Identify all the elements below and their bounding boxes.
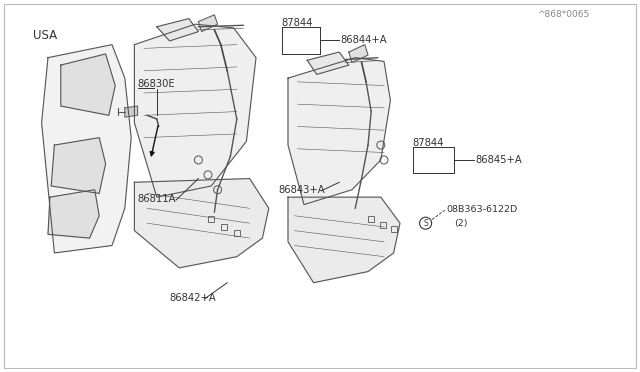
Polygon shape [307, 52, 349, 74]
Text: 86843+A: 86843+A [278, 185, 325, 195]
Polygon shape [42, 45, 131, 253]
Text: 86842+A: 86842+A [170, 293, 216, 302]
Polygon shape [288, 58, 390, 205]
Polygon shape [288, 197, 400, 283]
Text: 86845+A: 86845+A [475, 155, 522, 165]
Bar [208, 217, 214, 222]
Text: 87844: 87844 [413, 138, 444, 148]
Text: S: S [423, 219, 428, 228]
Polygon shape [125, 106, 138, 117]
Bar [234, 230, 240, 235]
Bar [221, 224, 227, 230]
Text: 86830E: 86830E [138, 79, 175, 89]
Bar [380, 222, 386, 228]
Polygon shape [51, 138, 106, 193]
Polygon shape [48, 190, 99, 238]
Text: 86811A: 86811A [138, 194, 176, 204]
Text: ^868*0065: ^868*0065 [536, 10, 589, 19]
Text: (2): (2) [454, 219, 468, 228]
Polygon shape [134, 179, 269, 268]
Text: 08B363-6122D: 08B363-6122D [447, 205, 518, 214]
Polygon shape [198, 15, 218, 32]
Bar [368, 217, 374, 222]
Text: 87844: 87844 [282, 18, 313, 28]
Polygon shape [349, 45, 368, 62]
Polygon shape [157, 19, 198, 41]
Text: USA: USA [33, 29, 58, 42]
Bar [390, 226, 397, 232]
Text: 86844+A: 86844+A [340, 35, 387, 45]
Polygon shape [61, 54, 115, 115]
Polygon shape [134, 24, 256, 197]
